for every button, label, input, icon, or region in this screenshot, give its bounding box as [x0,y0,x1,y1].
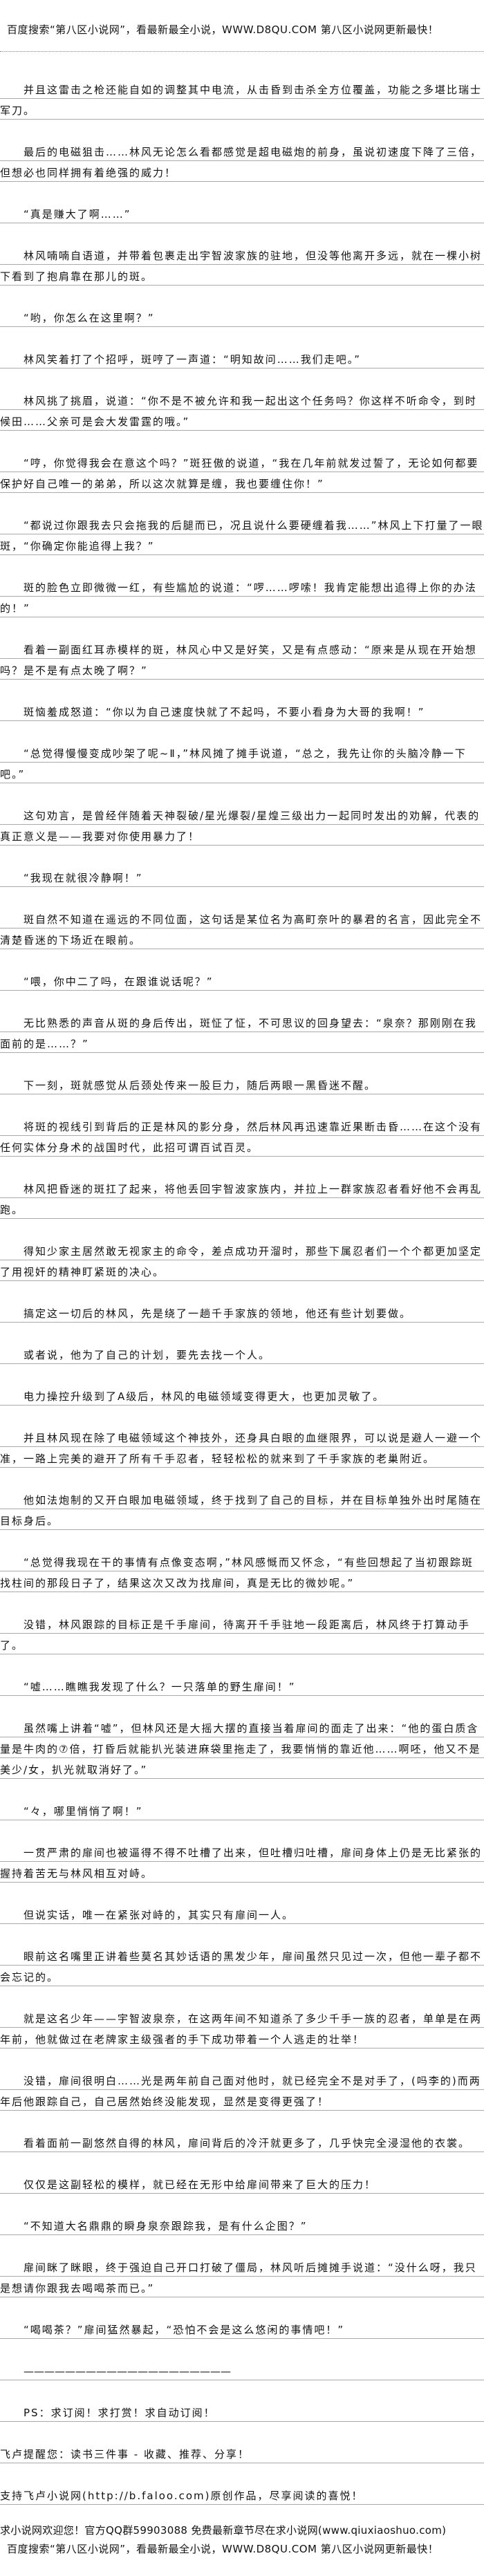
paragraph: 斑恼羞成怒道：“你以为自己速度快就了不起吗，不要小看身为大哥的我啊！” [0,702,484,722]
site-banner-bottom: 百度搜索“第八区小说网”，看最新最全小说，WWW.D8QU.COM 第八区小说网… [7,2543,439,2555]
paragraph: “喂，你中二了吗，在跟谁说话呢？” [0,971,484,992]
paragraph: 看着一副面红耳赤模样的斑，林风心中又是好笑，又是有点感动：“原来是从现在开始想吗… [0,640,484,681]
paragraph: 眼前这名嘴里正讲着些莫名其妙话语的黑发少年，扉间虽然只见过一次，但他一辈子都不会… [0,1946,484,1988]
paragraph: 下一刻，斑就感觉从后颈处传来一股巨力，随后两眼一黑昏迷不醒。 [0,1075,484,1096]
qiuxiaoshuo-welcome: 求小说网欢迎您！官方QQ群59903088 免费最新章节尽在求小说网(www.q… [0,2524,447,2537]
faloo-reminder: 飞卢提醒您：读书三件事 - 收藏、推荐、分享！ [0,2444,484,2465]
paragraph: 最后的电磁狙击……林风无论怎么看都感觉是超电磁炮的前身，虽说初速度下降了三倍，但… [0,142,484,183]
faloo-support-text: 支持飞卢小说网(http://b.faloo.com)原创作品，尽享阅读的喜悦！ [0,2485,484,2506]
paragraph: “不知道大名鼎鼎的瞬身泉奈跟踪我，是有什么企图？” [0,2216,484,2237]
paragraph: 没错，扉间很明白……光是两年前自己面对他时，就已经完全不是对手了，(吗李的)而两… [0,2071,484,2112]
paragraph: 但说实话，唯一在紧张对峙的，其实只有扉间一人。 [0,1905,484,1925]
paragraph: 没错，林风跟踪的目标正是千手扉间，待离开千手驻地一段距离后，林风终于打算动手了。 [0,1614,484,1656]
paragraph: 无比熟悉的声音从斑的身后传出，斑怔了怔，不可思议的回身望去：“泉奈？那刚刚在我面… [0,1013,484,1054]
paragraph: 将斑的视线引到背后的正是林风的影分身，然后林风再迅速靠近果断击昏……在这个没有任… [0,1117,484,1158]
paragraph: 并且这雷击之枪还能自如的调整其中电流，从击昏到击杀全方位覆盖，功能之多堪比瑞士军… [0,80,484,121]
author-ps: PS：求订阅！求打赏！求自动订阅！ [0,2402,484,2423]
paragraph: 他如法炮制的又开白眼加电磁领域，终于找到了自己的目标，并在目标单独外出时尾随在目… [0,1490,484,1531]
paragraph: “都说过你跟我去只会拖我的后腿而已，况且说什么要硬缠着我……”林风上下打量了一眼… [0,515,484,557]
paragraph: 就是这名少年——宇智波泉奈，在这两年间不知道杀了多少千手一族的忍者，单单是在两年… [0,2008,484,2050]
paragraph: 林风笑着打了个招呼，斑哼了一声道：“明知故问……我们走吧。” [0,349,484,370]
site-banner-top: 百度搜索“第八区小说网”，看最新最全小说，WWW.D8QU.COM 第八区小说网… [7,24,439,36]
paragraph: “哼，你觉得我会在意这个吗？”斑狂傲的说道，“我在几年前就发过誓了，无论如何都要… [0,453,484,494]
paragraph: “喝喝茶？”扉间猛然暴起，“恐怕不会是这么悠闲的事情吧！” [0,2320,484,2340]
chapter-end-separator: ———————————————————— [0,2361,484,2382]
paragraph: 电力操控升级到了A级后，林风的电磁领域变得更大，也更加灵敏了。 [0,1386,484,1407]
divider [0,51,484,52]
paragraph: 斑自然不知道在遥远的不同位面，这句话是某位名为高町奈叶的暴君的名言，因此完全不清… [0,909,484,951]
paragraph: 看着面前一副悠然自得的林风，扉间背后的冷汗就更多了，几乎快完全浸湿他的衣裳。 [0,2133,484,2154]
paragraph: “嘘……瞧瞧我发现了什么？一只落单的野生扉间！” [0,1677,484,1697]
paragraph: 搞定这一切后的林风，先是绕了一趟千手家族的领地，他还有些计划要做。 [0,1303,484,1324]
paragraph: 虽然嘴上讲着“嘘”，但林风还是大摇大摆的直接当着扉间的面走了出来：“他的蛋白质含… [0,1718,484,1780]
paragraph: “总觉得我现在干的事情有点像变态啊，”林风感慨而又怀念，“有些回想起了当初跟踪斑… [0,1552,484,1594]
paragraph: “哟，你怎么在这里啊？” [0,308,484,328]
paragraph: 林风把昏迷的斑扛了起来，将他丢回宇智波家族内，并拉上一群家族忍者看好他不会再乱跑… [0,1179,484,1220]
paragraph: 斑的脸色立即微微一红，有些尴尬的说道：“啰……啰嗦！我肯定能想出追得上你的办法的… [0,577,484,619]
paragraph: 仅仅是这副轻松的模样，就已经在无形中给扉间带来了巨大的压力！ [0,2174,484,2195]
paragraph: “真是赚大了啊……” [0,204,484,225]
paragraph: 得知少家主居然敢无视家主的命令，差点成功开溜时，那些下属忍者们一个个都更加坚定了… [0,1241,484,1282]
paragraph: “总觉得慢慢变成吵架了呢~Ⅱ，”林风摊了摊手说道，“总之，我先让你的头脑冷静一下… [0,743,484,785]
paragraph: 一贯严肃的扉间也被逼得不得不吐槽了出来，但吐槽归吐槽，扉间身体上仍是无比紧张的握… [0,1842,484,1884]
paragraph: 并且林风现在除了电磁领域这个神技外，还身具白眼的血继限界，可以说是避人一避一个准… [0,1428,484,1469]
chapter-content: 并且这雷击之枪还能自如的调整其中电流，从击昏到击杀全方位覆盖，功能之多堪比瑞士军… [0,80,484,2340]
paragraph: 这句劝言，是曾经伴随着天神裂破/星光爆裂/星煌三级出力一起同时发出的劝解，代表的… [0,805,484,847]
paragraph: 林风挑了挑眉，说道：“你不是不被允许和我一起出这个任务吗？你这样不听命令，到时候… [0,391,484,432]
paragraph: 林风喃喃自语道，并带着包裹走出宇智波家族的驻地，但没等他离开多远，就在一棵小树下… [0,245,484,287]
paragraph: 扉间眯了眯眼，终于强迫自己开口打破了僵局，林风听后摊摊手说道：“没什么呀，我只是… [0,2257,484,2299]
paragraph: “々，哪里悄悄了啊！” [0,1801,484,1822]
paragraph: “我现在就很冷静啊！” [0,868,484,888]
paragraph: 或者说，他为了自己的计划，要先去找一个人。 [0,1345,484,1365]
